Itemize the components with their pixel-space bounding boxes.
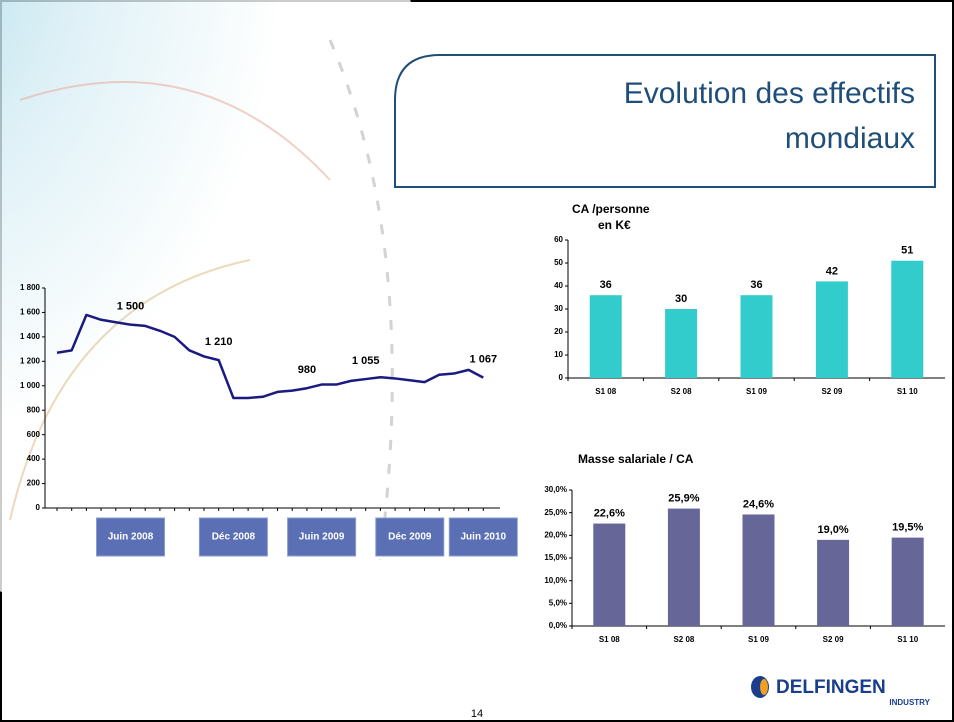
- data-label: 1 055: [352, 355, 380, 367]
- title-box: [394, 54, 936, 188]
- y-tick-label: 10: [554, 350, 563, 359]
- y-tick-label: 15,0%: [544, 553, 567, 562]
- data-label: 980: [298, 364, 316, 376]
- line-series: [56, 313, 484, 400]
- bar: [665, 309, 698, 378]
- x-tick-label: S2 09: [823, 635, 844, 644]
- chart-title: CA /personne: [572, 202, 650, 216]
- y-tick-label: 5,0%: [549, 598, 567, 607]
- x-tick-label: S2 08: [673, 635, 694, 644]
- x-category-box: [198, 517, 268, 557]
- data-label: 22,6%: [594, 507, 625, 519]
- data-label: 19,0%: [817, 524, 848, 536]
- y-tick-label: 0: [559, 373, 564, 382]
- data-label: 36: [600, 279, 612, 291]
- data-label: 36: [750, 279, 762, 291]
- bar: [593, 523, 626, 626]
- data-label: 1 500: [117, 301, 145, 313]
- bar: [742, 514, 775, 626]
- chart-title: Masse salariale / CA: [578, 452, 694, 466]
- bar: [589, 295, 622, 378]
- data-label: 1 210: [205, 336, 233, 348]
- x-tick-label: S1 08: [595, 387, 616, 396]
- x-category-box: [448, 517, 518, 557]
- x-tick-label: S1 08: [599, 635, 620, 644]
- y-tick-label: 1 000: [20, 381, 41, 390]
- y-tick-label: 40: [554, 281, 563, 290]
- x-tick-label: Déc 2009: [388, 532, 432, 543]
- y-tick-label: 200: [27, 479, 41, 488]
- x-tick-label: Juin 2010: [461, 532, 507, 543]
- y-tick-label: 0: [36, 503, 41, 512]
- chart-subtitle: en K€: [598, 218, 631, 232]
- y-tick-label: 400: [27, 454, 41, 463]
- swirl-line: [328, 39, 394, 561]
- logo-icon: [760, 679, 768, 695]
- data-label: 24,6%: [743, 498, 774, 510]
- y-tick-label: 1 200: [20, 356, 41, 365]
- x-tick-label: Juin 2008: [108, 532, 154, 543]
- y-tick-label: 20,0%: [544, 530, 567, 539]
- background-swirl: [0, 0, 450, 620]
- x-category-box: [375, 517, 445, 557]
- page-number: 14: [471, 708, 483, 720]
- swirl-line: [19, 81, 331, 181]
- y-tick-label: 0,0%: [549, 621, 567, 630]
- data-label: 25,9%: [668, 492, 699, 504]
- x-category-box: [287, 517, 357, 557]
- swirl-line: [9, 259, 251, 521]
- y-tick-label: 10,0%: [544, 576, 567, 585]
- slide-title: Evolution des effectifs: [624, 77, 915, 110]
- y-tick-label: 25,0%: [544, 508, 567, 517]
- data-label: 51: [901, 245, 913, 257]
- x-category-box: [96, 517, 165, 557]
- data-label: 42: [826, 265, 838, 277]
- x-tick-label: S2 08: [671, 387, 692, 396]
- bar: [891, 537, 924, 626]
- x-tick-label: S1 10: [897, 635, 918, 644]
- bar: [667, 508, 700, 626]
- logo: DELFINGEN: [776, 677, 886, 698]
- data-label: 30: [675, 293, 687, 305]
- y-tick-label: 1 400: [20, 332, 41, 341]
- y-tick-label: 1 600: [20, 308, 41, 317]
- y-tick-label: 600: [27, 430, 41, 439]
- y-tick-label: 20: [554, 327, 563, 336]
- y-tick-label: 1 800: [20, 283, 41, 292]
- slide-title: mondiaux: [785, 122, 915, 155]
- y-tick-label: 50: [554, 258, 563, 267]
- bar: [891, 260, 924, 378]
- data-label: 1 067: [470, 353, 498, 365]
- bar: [817, 539, 850, 626]
- y-tick-label: 30: [554, 304, 563, 313]
- bar: [815, 281, 848, 378]
- y-tick-label: 60: [554, 235, 563, 244]
- bar: [740, 295, 773, 378]
- x-tick-label: S1 09: [748, 635, 769, 644]
- logo-sub: INDUSTRY: [889, 698, 930, 707]
- x-tick-label: S1 09: [746, 387, 767, 396]
- y-tick-label: 800: [27, 405, 41, 414]
- x-tick-label: Juin 2009: [299, 532, 345, 543]
- x-tick-label: S2 09: [821, 387, 842, 396]
- x-tick-label: S1 10: [897, 387, 918, 396]
- x-tick-label: Déc 2008: [212, 532, 256, 543]
- data-label: 19,5%: [892, 522, 923, 534]
- y-tick-label: 30,0%: [544, 485, 567, 494]
